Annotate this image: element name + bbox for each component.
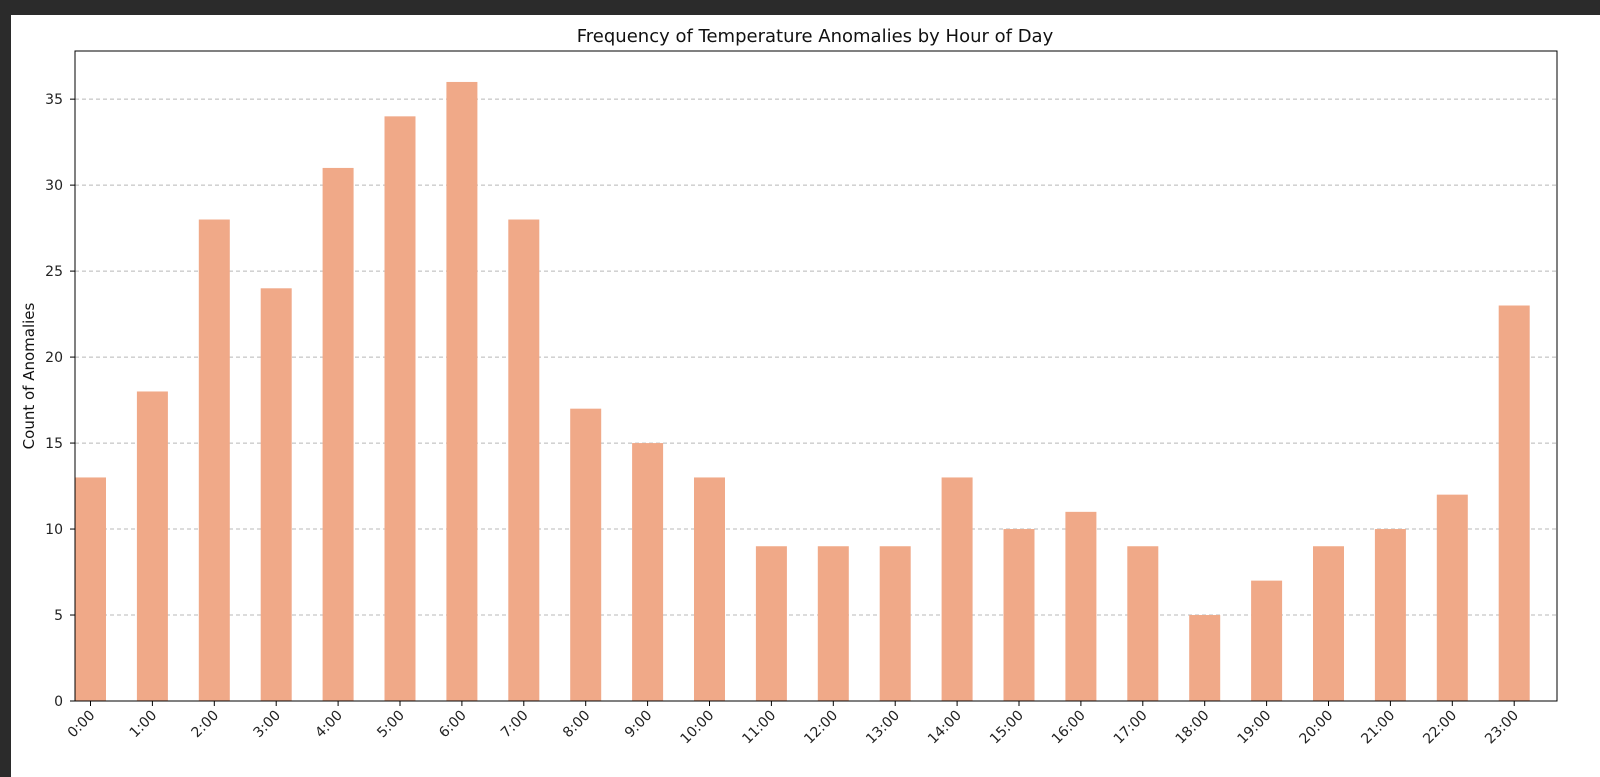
x-tick-label: 11:00	[739, 708, 779, 748]
y-tick-label: 35	[45, 92, 63, 108]
x-tick-label: 16:00	[1049, 708, 1089, 748]
bar-7-00	[508, 219, 540, 701]
bar-19-00	[1251, 580, 1283, 701]
bar-15-00	[1003, 529, 1035, 701]
x-tick-label: 19:00	[1235, 708, 1275, 748]
x-tick-label: 6:00	[436, 708, 470, 742]
x-tick-label: 3:00	[250, 708, 284, 742]
bar-22-00	[1436, 494, 1468, 701]
chart-title: Frequency of Temperature Anomalies by Ho…	[577, 26, 1054, 47]
x-tick-label: 15:00	[987, 708, 1027, 748]
x-tick-label: 5:00	[374, 708, 408, 742]
x-tick-label: 9:00	[622, 708, 656, 742]
x-tick-label: 1:00	[127, 708, 161, 742]
bar-2-00	[198, 219, 230, 701]
x-tick-label: 2:00	[189, 708, 223, 742]
x-tick-label: 12:00	[801, 708, 841, 748]
x-tick-label: 18:00	[1173, 708, 1213, 748]
bar-21-00	[1374, 529, 1406, 701]
x-tick-label: 10:00	[677, 708, 717, 748]
bar-18-00	[1189, 615, 1221, 701]
bar-3-00	[260, 288, 292, 701]
grid-lines	[75, 98, 1557, 616]
y-tick-label: 5	[54, 608, 63, 624]
bar-23-00	[1498, 305, 1530, 701]
x-tick-label: 21:00	[1358, 708, 1398, 748]
y-tick-label: 30	[45, 178, 63, 194]
bar-6-00	[446, 81, 478, 701]
x-tick-label: 23:00	[1482, 708, 1522, 748]
bar-4-00	[322, 167, 354, 701]
x-tick-label: 20:00	[1296, 708, 1336, 748]
x-tick-label: 4:00	[312, 708, 346, 742]
y-axis-ticks: 0 5 10 15 20 25 30 35	[45, 92, 75, 710]
bar-8-00	[570, 408, 602, 701]
x-tick-label: 8:00	[560, 708, 594, 742]
x-tick-label: 0:00	[65, 708, 99, 742]
x-axis-ticks: 0:00 1:00 2:00 3:00 4:00 5:00 6:00 7:00 8:00 9:00…	[65, 701, 1522, 747]
bar-5-00	[384, 116, 416, 701]
y-tick-label: 10	[45, 522, 63, 538]
y-tick-label: 20	[45, 350, 63, 366]
x-tick-label: 13:00	[863, 708, 903, 748]
bar-17-00	[1127, 546, 1159, 701]
bar-1-00	[136, 391, 168, 701]
bar-10-00	[694, 477, 725, 701]
bar-14-00	[941, 477, 973, 701]
y-tick-label: 0	[54, 694, 63, 710]
x-tick-label: 14:00	[925, 708, 965, 748]
bar-11-00	[755, 546, 787, 701]
bar-chart: Frequency of Temperature Anomalies by Ho…	[20, 26, 1558, 747]
bar-12-00	[817, 546, 849, 701]
x-tick-label: 22:00	[1420, 708, 1460, 748]
plot-area-frame	[74, 50, 1558, 702]
x-tick-label: 7:00	[498, 708, 532, 742]
bar-13-00	[879, 546, 911, 701]
bars	[75, 81, 1530, 701]
figure-canvas: Frequency of Temperature Anomalies by Ho…	[11, 15, 1600, 777]
bar-9-00	[632, 443, 664, 701]
y-tick-label: 15	[45, 436, 63, 452]
y-axis-label: Count of Anomalies	[20, 302, 38, 449]
bar-16-00	[1065, 511, 1097, 701]
bar-20-00	[1313, 546, 1344, 701]
y-tick-label: 25	[45, 264, 63, 280]
x-tick-label: 17:00	[1111, 708, 1151, 748]
bar-0-00	[75, 477, 106, 701]
